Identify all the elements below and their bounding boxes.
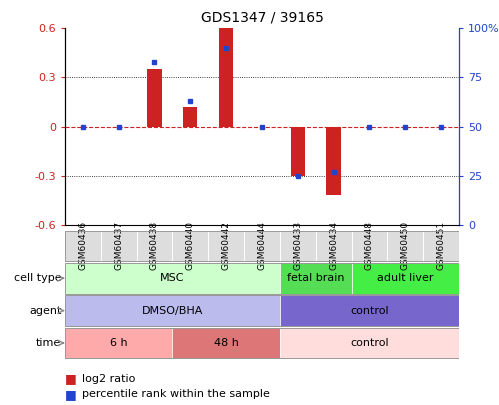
Text: GSM60442: GSM60442 bbox=[222, 222, 231, 270]
Text: GSM60440: GSM60440 bbox=[186, 222, 195, 271]
Bar bbox=[280, 295, 459, 326]
Bar bbox=[65, 295, 280, 326]
Bar bbox=[172, 328, 280, 358]
Bar bbox=[65, 328, 459, 358]
Text: GSM60444: GSM60444 bbox=[257, 222, 266, 270]
Bar bbox=[352, 263, 459, 294]
Text: GSM60437: GSM60437 bbox=[114, 222, 123, 271]
Bar bbox=[65, 230, 459, 261]
Text: 48 h: 48 h bbox=[214, 338, 239, 348]
Bar bbox=[280, 230, 316, 261]
Bar bbox=[280, 263, 352, 294]
Text: GSM60450: GSM60450 bbox=[401, 222, 410, 271]
Bar bbox=[65, 263, 459, 294]
Bar bbox=[137, 230, 172, 261]
Text: percentile rank within the sample: percentile rank within the sample bbox=[82, 389, 270, 399]
Bar bbox=[326, 126, 341, 195]
Bar bbox=[208, 230, 244, 261]
Bar bbox=[101, 230, 137, 261]
Bar bbox=[183, 107, 198, 126]
Text: GSM60434: GSM60434 bbox=[329, 222, 338, 271]
Bar bbox=[65, 230, 101, 261]
Text: ■: ■ bbox=[65, 388, 77, 401]
Text: 6 h: 6 h bbox=[110, 338, 127, 348]
Bar bbox=[65, 263, 280, 294]
Text: agent: agent bbox=[29, 306, 61, 315]
Text: cell type: cell type bbox=[13, 273, 61, 283]
Text: GSM60433: GSM60433 bbox=[293, 222, 302, 271]
Text: log2 ratio: log2 ratio bbox=[82, 374, 136, 384]
Bar bbox=[65, 328, 172, 358]
Bar bbox=[219, 28, 234, 126]
Text: MSC: MSC bbox=[160, 273, 185, 283]
Bar bbox=[423, 230, 459, 261]
Bar bbox=[65, 295, 459, 326]
Text: GSM60436: GSM60436 bbox=[78, 222, 87, 271]
Text: fetal brain: fetal brain bbox=[287, 273, 344, 283]
Text: time: time bbox=[36, 338, 61, 348]
Text: control: control bbox=[350, 306, 389, 315]
Text: ■: ■ bbox=[65, 372, 77, 385]
Bar bbox=[387, 230, 423, 261]
Bar bbox=[147, 69, 162, 126]
Text: DMSO/BHA: DMSO/BHA bbox=[142, 306, 203, 315]
Text: GSM60438: GSM60438 bbox=[150, 222, 159, 271]
Text: control: control bbox=[350, 338, 389, 348]
Bar bbox=[280, 328, 459, 358]
Bar bbox=[244, 230, 280, 261]
Text: GSM60448: GSM60448 bbox=[365, 222, 374, 271]
Bar bbox=[352, 230, 387, 261]
Bar bbox=[172, 230, 208, 261]
Bar bbox=[316, 230, 352, 261]
Title: GDS1347 / 39165: GDS1347 / 39165 bbox=[201, 11, 323, 24]
Text: GSM60451: GSM60451 bbox=[437, 222, 446, 271]
Bar bbox=[290, 126, 305, 176]
Text: adult liver: adult liver bbox=[377, 273, 434, 283]
